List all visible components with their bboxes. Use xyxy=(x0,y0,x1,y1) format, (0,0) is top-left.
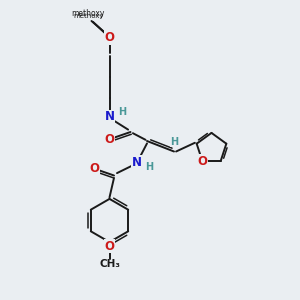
Text: O: O xyxy=(104,133,115,146)
Text: methoxy: methoxy xyxy=(71,9,105,18)
Text: methoxy: methoxy xyxy=(74,13,104,19)
Text: O: O xyxy=(104,31,115,44)
Text: N: N xyxy=(131,155,142,169)
Text: O: O xyxy=(197,154,207,168)
Text: H: H xyxy=(145,161,153,172)
Text: H: H xyxy=(170,137,179,147)
Text: CH₃: CH₃ xyxy=(99,259,120,269)
Text: O: O xyxy=(104,239,115,253)
Text: O: O xyxy=(89,161,100,175)
Text: H: H xyxy=(118,106,126,117)
Text: N: N xyxy=(104,110,115,124)
